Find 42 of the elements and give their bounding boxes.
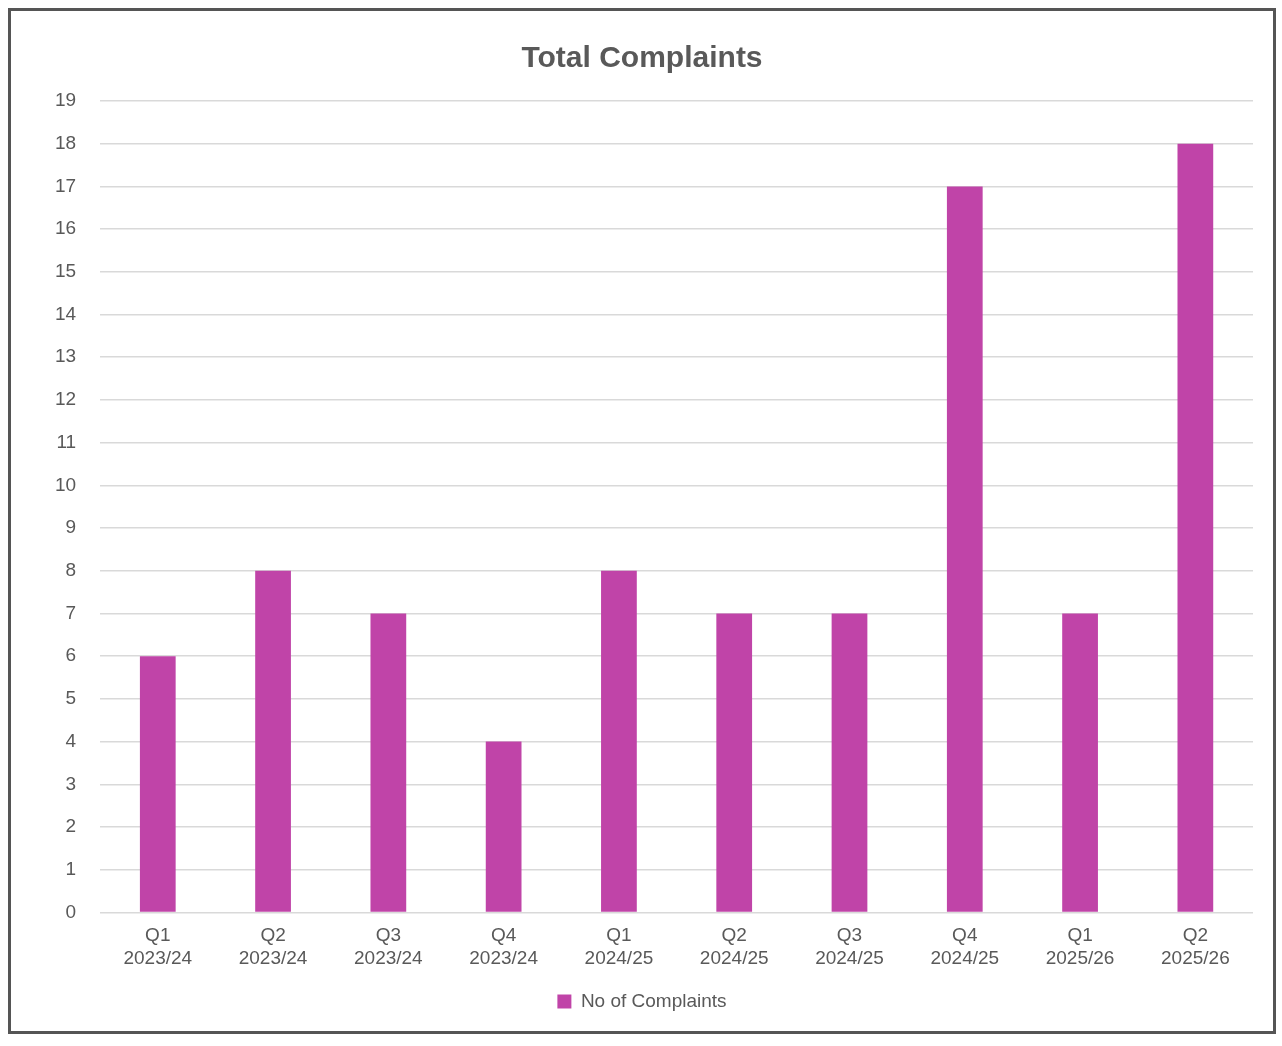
bar [831,613,868,912]
x-tick-label: Q2 2023/24 [238,924,308,968]
bar [1062,613,1098,912]
y-tick-label: 6 [65,644,77,666]
x-tick-label: Q3 2024/25 [815,924,884,968]
y-tick-label: 15 [54,260,77,282]
bar [139,656,176,912]
legend-label: No of Complaints [580,989,727,1011]
bar [946,186,983,912]
chart-title: Total Complaints [521,40,763,74]
y-tick-label: 18 [54,131,77,153]
y-tick-label: 11 [56,430,77,452]
y-tick-label: 9 [65,516,77,538]
y-tick-label: 17 [54,174,77,196]
bar [716,613,753,912]
y-tick-label: 10 [54,473,77,495]
y-tick-label: 19 [54,89,77,111]
y-tick-label: 12 [54,388,77,410]
bar [485,741,522,912]
y-tick-label: 0 [65,900,77,922]
y-tick-label: 4 [65,729,77,751]
y-tick-label: 2 [65,815,77,837]
y-tick-label: 16 [54,217,77,239]
y-tick-label: 14 [54,302,77,324]
bar [1177,143,1214,912]
x-tick-label: Q2 2024/25 [699,924,769,968]
bar [255,570,291,912]
y-tick-label: 13 [54,345,77,367]
bar [601,570,637,912]
x-tick-label: Q1 2024/25 [584,924,654,968]
y-tick-label: 7 [65,601,77,623]
x-tick-label: Q1 2023/24 [123,924,193,968]
y-tick-label: 1 [65,857,77,879]
x-tick-label: Q2 2025/26 [1161,924,1230,968]
x-tick-label: Q4 2024/25 [930,924,1000,968]
x-tick-label: Q4 2023/24 [469,924,539,968]
y-tick-label: 5 [65,687,77,709]
y-tick-label: 3 [65,772,77,794]
x-tick-label: Q1 2025/26 [1045,924,1115,968]
y-tick-label: 8 [65,558,77,580]
x-tick-label: Q3 2023/24 [354,924,424,968]
bar [370,613,407,912]
